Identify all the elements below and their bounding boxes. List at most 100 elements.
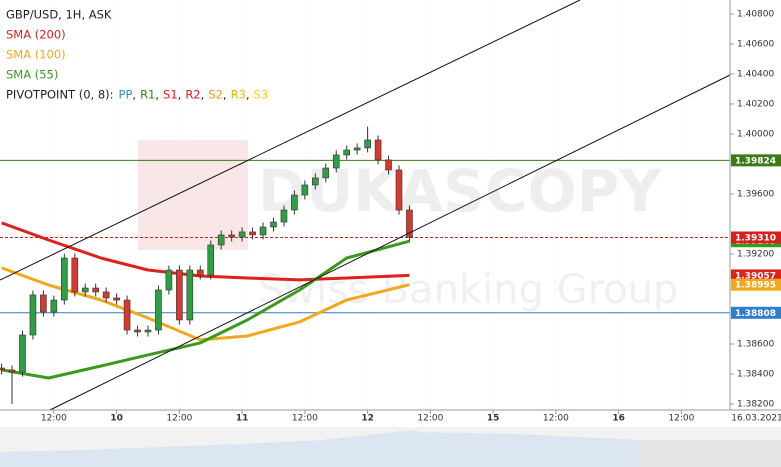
candle-body [270, 221, 277, 228]
candle-body [385, 159, 392, 171]
legend-separator: , [223, 88, 227, 102]
x-tick-label: 12:00 [41, 414, 67, 424]
candle-body [29, 294, 37, 336]
legend-pivot-item: R3 [231, 88, 246, 102]
price-tag [731, 306, 781, 319]
price-tag-label: 1.38808 [735, 309, 776, 319]
plot-area [0, 0, 730, 410]
x-tick-label: 12:00 [417, 414, 443, 424]
candle-body [186, 269, 194, 321]
legend-entry: SMA (55) [6, 68, 58, 82]
candle-body [0, 367, 5, 371]
candle-body [228, 234, 235, 238]
candle-body [134, 329, 141, 333]
candle-body [238, 231, 246, 238]
price-tag [731, 269, 781, 282]
price-tag-label: 1.38995 [735, 281, 776, 291]
legend-separator: , [155, 88, 159, 102]
legend-pivot-item: R2 [185, 88, 200, 102]
x-tick-label: 12:00 [543, 414, 569, 424]
legend-pivot-item: S2 [208, 88, 223, 102]
x-tick-label: 10 [110, 414, 123, 424]
legend-separator: , [132, 88, 136, 102]
candle-body [322, 167, 330, 179]
candle-body [406, 209, 413, 238]
legend-pivot-item: PP [119, 88, 133, 102]
x-tick-label: 11 [236, 414, 249, 424]
candle-body [312, 177, 319, 186]
candle-body [102, 291, 110, 299]
candle-body [259, 226, 267, 236]
y-tick-label: 1.40000 [737, 129, 774, 139]
watermark-subtitle: Swiss Banking Group [258, 267, 678, 313]
y-tick-label: 1.40600 [737, 39, 774, 49]
candle-body [280, 209, 288, 223]
y-tick-label: 1.38200 [737, 399, 774, 409]
y-tick-label: 1.38400 [737, 369, 774, 379]
candle-body [8, 369, 16, 373]
price-tag-label: 1.39057 [735, 271, 776, 281]
candle-body [364, 139, 371, 149]
candle-body [155, 289, 162, 331]
candle-body [332, 154, 340, 169]
price-tag [731, 278, 781, 291]
x-tick-label: 15 [487, 414, 500, 424]
candle-body [374, 139, 382, 161]
candle-body [176, 269, 183, 321]
legend-pivot-item: S1 [163, 88, 178, 102]
legend-entry: SMA (100) [6, 48, 66, 62]
candle-body [71, 257, 79, 293]
candle-body [207, 244, 215, 276]
legend-pivot-label: PIVOTPOINT (0, 8): [6, 88, 114, 102]
candle-body [343, 149, 350, 156]
legend-separator: , [178, 88, 182, 102]
y-tick-label: 1.38600 [737, 339, 774, 349]
candle-body [92, 287, 99, 293]
candle-body [19, 334, 26, 373]
legend: GBP/USD, 1H, ASK SMA (200) SMA (100) SMA (… [6, 8, 268, 102]
candle-body [217, 234, 225, 246]
date-label: 16.03.2021 [731, 414, 781, 424]
price-tag [731, 154, 781, 167]
candle-body [395, 169, 403, 211]
legend-title: GBP/USD, 1H, ASK [6, 8, 112, 22]
candle-body [291, 194, 298, 211]
watermark: DUKASCOPY [258, 157, 662, 225]
y-tick-label: 1.40800 [737, 9, 774, 19]
x-tick-label: 12:00 [292, 414, 318, 424]
x-tick-label: 16 [612, 414, 625, 424]
sma-line [1, 239, 410, 380]
legend-pivot-item: R1 [140, 88, 155, 102]
legend-separator: , [201, 88, 205, 102]
y-tick-label: 1.40200 [737, 99, 774, 109]
price-tag-label: 1.39824 [735, 156, 776, 166]
y-tick-label: 1.39200 [737, 249, 774, 259]
candle-body [113, 297, 120, 301]
legend-separator: , [246, 88, 250, 102]
navigator-area [0, 430, 640, 467]
channel-line [0, 0, 581, 281]
watermark-logo [138, 140, 248, 250]
candle-body [81, 287, 89, 293]
candle-body [301, 184, 309, 196]
x-tick-label: 12 [361, 414, 374, 424]
candle-body [249, 231, 256, 236]
candle-body [123, 299, 131, 331]
y-tick-label: 1.40400 [737, 69, 774, 79]
legend-pivot-item: S3 [254, 88, 269, 102]
candle-body [61, 257, 68, 301]
candle-body [196, 269, 204, 276]
candle-body [165, 269, 173, 291]
candle-body [40, 294, 47, 313]
price-tag [731, 231, 781, 244]
x-tick-label: 12:00 [668, 414, 694, 424]
y-tick-label: 1.39600 [737, 189, 774, 199]
x-tick-label: 12:00 [166, 414, 192, 424]
navigator-future [640, 440, 781, 467]
channel-line [49, 74, 731, 411]
price-tag-label: 1.39310 [735, 233, 776, 243]
candle-body [144, 329, 152, 333]
